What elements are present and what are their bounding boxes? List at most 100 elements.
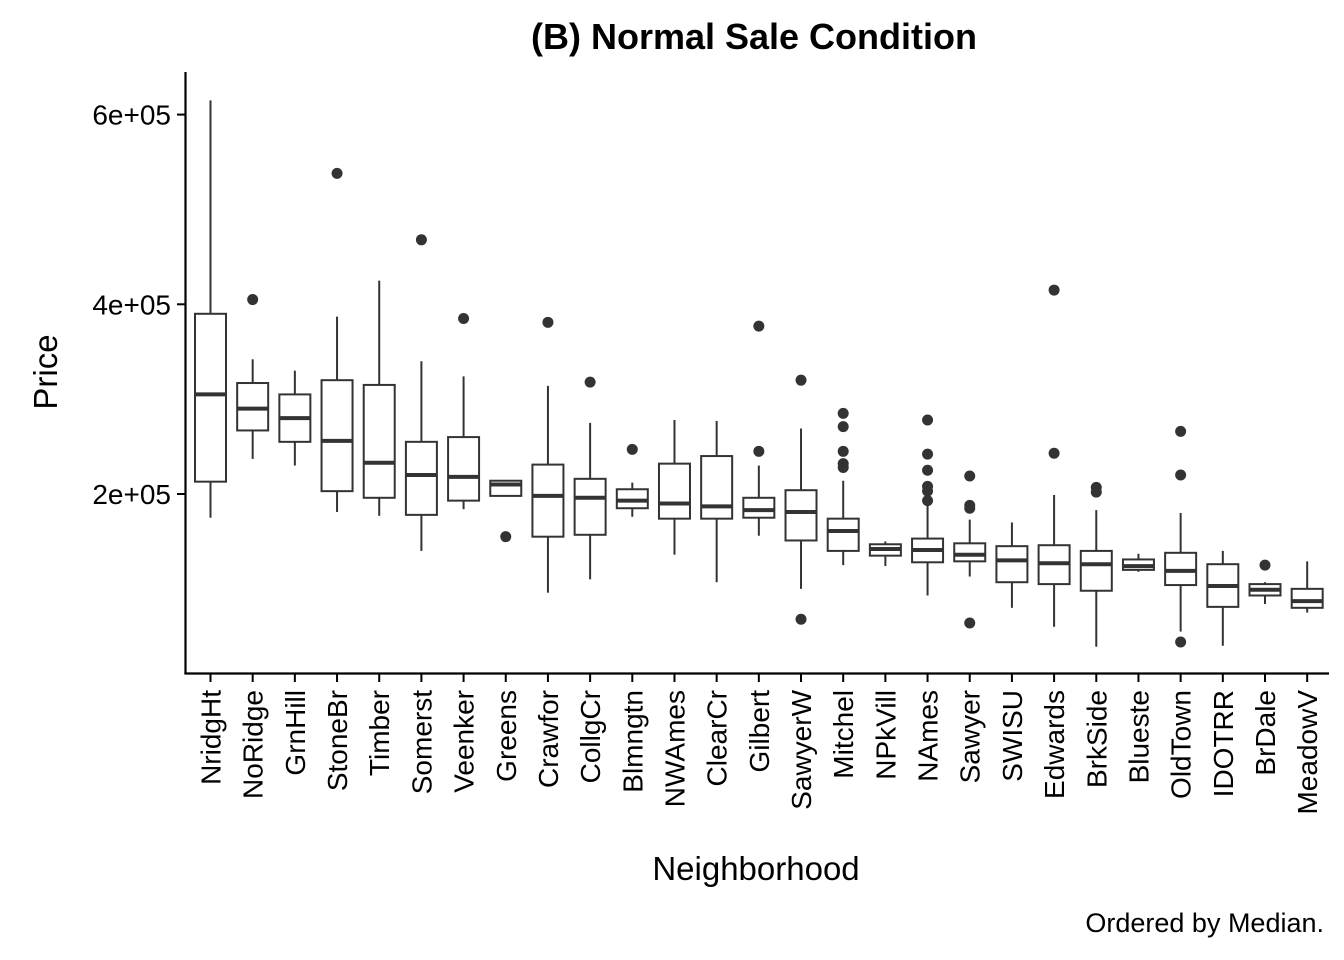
iqr-box <box>1079 549 1113 592</box>
box-ClearCr <box>700 420 734 583</box>
plot-panel <box>194 100 1324 648</box>
x-tick-label: Timber <box>364 690 395 776</box>
box-Blueste <box>1121 553 1155 572</box>
x-tick-label: Veenker <box>449 690 480 793</box>
x-tick-label: CollgCr <box>575 690 606 783</box>
outlier-point <box>964 470 976 482</box>
box-GrnHill <box>278 370 312 466</box>
box-Veenker <box>447 313 481 510</box>
box-Crawfor <box>531 316 565 593</box>
outlier-point <box>1090 486 1102 498</box>
iqr-box <box>404 440 438 516</box>
outlier-point <box>964 617 976 629</box>
box-CollgCr <box>573 376 607 580</box>
iqr-box <box>320 379 354 493</box>
outlier-point <box>1048 284 1060 296</box>
iqr-box <box>447 436 481 502</box>
x-tick-label: Blmngtn <box>617 690 648 793</box>
outlier-point <box>753 320 765 332</box>
box-BrDale <box>1248 559 1282 605</box>
x-tick-label: NAmes <box>913 690 944 782</box>
x-tick-label: Blueste <box>1123 690 1154 783</box>
box-Sawyer <box>953 470 987 629</box>
box-IDOTRR <box>1206 550 1240 646</box>
x-tick-label: MeadowV <box>1292 690 1323 815</box>
x-tick-label: BrkSide <box>1081 690 1112 788</box>
x-axis-ticks: NridgHt NoRidge GrnHill StoneBr Timber Somers… <box>196 674 1323 815</box>
x-tick-label: BrDale <box>1250 690 1281 776</box>
iqr-box <box>995 545 1029 584</box>
x-tick-label: GrnHill <box>280 690 311 776</box>
box-Timber <box>362 280 396 516</box>
outlier-point <box>247 294 259 306</box>
box-Greens <box>489 479 523 543</box>
x-tick-label: NridgHt <box>196 690 227 785</box>
x-axis-title: Neighborhood <box>652 850 859 887</box>
x-tick-label: Gilbert <box>744 690 775 773</box>
iqr-box <box>826 517 860 552</box>
box-NAmes <box>911 414 945 596</box>
outlier-point <box>500 531 512 543</box>
chart-caption: Ordered by Median. <box>1085 908 1324 938</box>
box-NridgHt <box>194 100 227 518</box>
x-tick-label: Greens <box>491 690 522 782</box>
box-series <box>194 100 1324 648</box>
x-tick-label: ClearCr <box>702 690 733 786</box>
box-NPkVill <box>868 541 902 567</box>
outlier-point <box>626 443 638 455</box>
x-tick-label: Somerst <box>406 690 437 794</box>
outlier-point <box>1259 559 1271 571</box>
outlier-point <box>837 461 849 473</box>
outlier-point <box>922 495 934 507</box>
x-tick-label: Crawfor <box>533 690 564 788</box>
x-tick-label: SawyerW <box>786 689 817 809</box>
box-SWISU <box>995 522 1029 608</box>
outlier-point <box>922 464 934 476</box>
outlier-point <box>922 448 934 460</box>
outlier-point <box>415 234 427 246</box>
x-tick-label: Mitchel <box>828 690 859 779</box>
box-SawyerW <box>784 374 818 625</box>
outlier-point <box>1175 469 1187 481</box>
x-tick-label: NWAmes <box>659 690 690 807</box>
iqr-box <box>531 463 565 538</box>
outlier-point <box>331 167 343 179</box>
outlier-point <box>837 445 849 457</box>
box-NWAmes <box>657 420 691 555</box>
x-tick-label: Edwards <box>1039 690 1070 799</box>
chart-title: (B) Normal Sale Condition <box>531 16 977 57</box>
outlier-point <box>922 485 934 497</box>
box-NoRidge <box>236 294 270 459</box>
x-tick-label: StoneBr <box>322 690 353 791</box>
outlier-point <box>1048 447 1060 459</box>
box-StoneBr <box>320 167 354 513</box>
outlier-point <box>837 407 849 419</box>
y-tick-label: 6e+05 <box>92 100 171 131</box>
outlier-point <box>964 502 976 514</box>
outlier-point <box>753 445 765 457</box>
iqr-box <box>953 542 987 563</box>
box-Mitchel <box>826 407 860 566</box>
outlier-point <box>922 414 934 426</box>
iqr-box <box>1290 587 1324 609</box>
iqr-box <box>362 383 396 499</box>
outlier-point <box>542 316 554 328</box>
box-OldTown <box>1164 425 1198 648</box>
iqr-box <box>700 455 734 520</box>
iqr-box <box>194 312 227 483</box>
y-axis-title: Price <box>27 334 64 409</box>
outlier-point <box>1175 636 1187 648</box>
x-tick-label: SWISU <box>997 690 1028 782</box>
box-MeadowV <box>1290 561 1324 613</box>
y-axis-ticks: 2e+05 4e+05 6e+05 <box>92 100 185 510</box>
x-tick-label: Sawyer <box>955 690 986 783</box>
box-Blmngtn <box>615 443 649 517</box>
box-Edwards <box>1037 284 1071 627</box>
outlier-point <box>1175 425 1187 437</box>
y-tick-label: 2e+05 <box>92 479 171 510</box>
box-Gilbert <box>742 320 776 536</box>
outlier-point <box>584 376 596 388</box>
x-tick-label: IDOTRR <box>1208 690 1239 797</box>
iqr-box <box>573 477 607 536</box>
